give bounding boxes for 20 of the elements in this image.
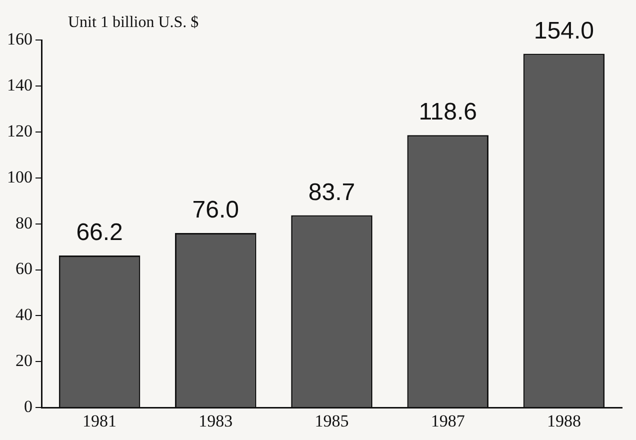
y-tick-label: 120 bbox=[7, 121, 32, 140]
data-label: 154.0 bbox=[534, 17, 594, 44]
x-tick-label: 1988 bbox=[546, 411, 581, 430]
y-tick-label: 0 bbox=[24, 397, 32, 416]
y-tick-label: 100 bbox=[7, 167, 32, 186]
y-axis-title: Unit 1 billion U.S. $ bbox=[68, 14, 199, 32]
data-label: 118.6 bbox=[418, 98, 477, 126]
data-label: 66.2 bbox=[76, 219, 123, 246]
y-tick-label: 60 bbox=[16, 259, 32, 278]
data-label: 83.7 bbox=[308, 178, 356, 206]
x-tick-label: 1983 bbox=[198, 411, 233, 430]
x-tick-label: 1981 bbox=[82, 411, 117, 430]
y-tick-label: 40 bbox=[16, 305, 32, 324]
x-tick-label: 1987 bbox=[430, 411, 466, 430]
y-tick-label: 140 bbox=[7, 75, 32, 94]
y-tick-label: 160 bbox=[7, 29, 32, 48]
y-tick-label: 20 bbox=[16, 351, 32, 370]
data-label: 76.0 bbox=[192, 196, 240, 224]
x-tick-label: 1985 bbox=[314, 411, 349, 430]
y-tick-label: 80 bbox=[16, 213, 32, 232]
